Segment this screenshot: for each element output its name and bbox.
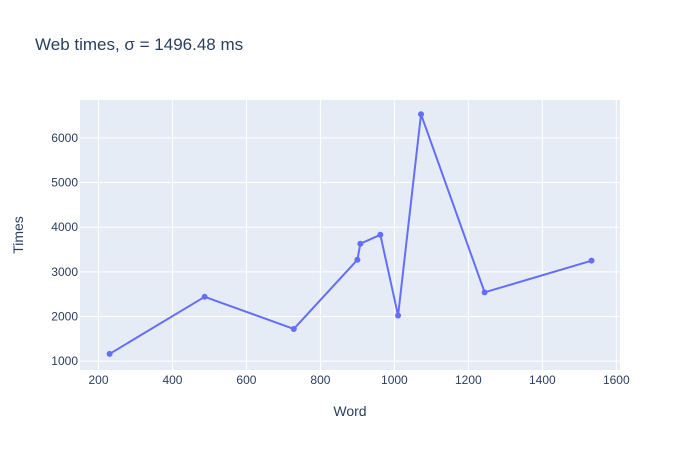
data-point[interactable] — [481, 289, 488, 296]
y-tick-label: 5000 — [51, 176, 78, 190]
chart-title: Web times, σ = 1496.48 ms — [35, 35, 243, 54]
y-tick-label: 3000 — [51, 265, 78, 279]
series-line — [109, 113, 592, 355]
y-axis-title: Times — [10, 216, 26, 254]
x-tick-label: 600 — [236, 373, 256, 387]
x-tick-label: 1200 — [455, 373, 482, 387]
y-tick-label: 2000 — [51, 309, 78, 323]
y-tick-label: 4000 — [51, 220, 78, 234]
data-point[interactable] — [106, 350, 113, 357]
grid-lines — [80, 100, 620, 370]
data-point[interactable] — [395, 312, 402, 319]
data-point[interactable] — [290, 325, 297, 332]
data-point[interactable] — [357, 240, 364, 247]
plot-background — [80, 100, 620, 370]
data-point[interactable] — [418, 111, 425, 118]
x-tick-label: 1400 — [529, 373, 556, 387]
x-tick-label: 400 — [162, 373, 182, 387]
x-tick-label: 1000 — [381, 373, 408, 387]
y-tick-label: 6000 — [51, 131, 78, 145]
data-point[interactable] — [201, 293, 208, 300]
x-axis-ticks: 200 400 600 800 1000 1200 1400 1600 — [88, 373, 629, 387]
x-tick-label: 1600 — [603, 373, 630, 387]
data-point[interactable] — [377, 231, 384, 238]
data-point[interactable] — [588, 257, 595, 264]
series-layer — [106, 111, 595, 357]
x-tick-label: 800 — [310, 373, 330, 387]
x-axis-title: Word — [333, 403, 366, 419]
x-tick-label: 200 — [88, 373, 108, 387]
y-axis-ticks: 1000 2000 3000 4000 5000 6000 — [51, 131, 78, 368]
data-point[interactable] — [354, 256, 361, 263]
y-tick-label: 1000 — [51, 354, 78, 368]
